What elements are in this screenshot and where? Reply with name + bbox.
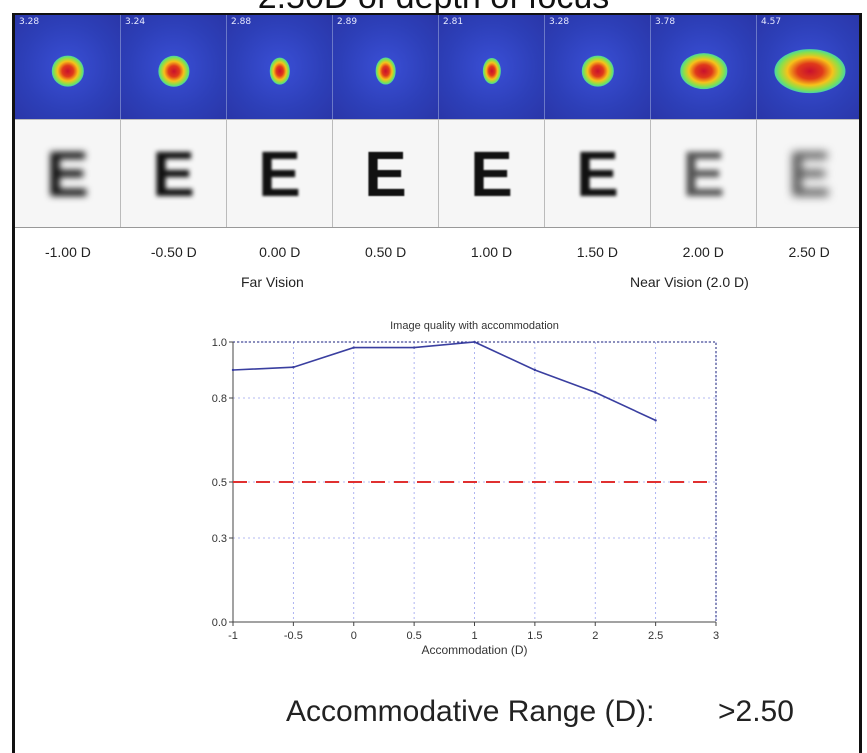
y-tick-label: 0.5 — [212, 477, 227, 489]
y-tick-label: 1.0 — [212, 337, 227, 349]
x-tick-label: 1 — [471, 630, 477, 642]
series-line — [233, 342, 656, 420]
x-tick-label: 0.5 — [406, 630, 421, 642]
data-point — [292, 366, 294, 368]
accommodative-range-value: >2.50 — [718, 695, 794, 729]
x-tick-label: 0 — [351, 630, 357, 642]
y-tick-label: 0.0 — [212, 617, 227, 629]
x-tick-label: -1 — [228, 630, 238, 642]
x-tick-label: 1.5 — [527, 630, 542, 642]
chart-title: Image quality with accommodation — [390, 320, 559, 332]
data-point — [473, 341, 475, 343]
data-point — [654, 419, 656, 421]
data-point — [353, 346, 355, 348]
data-point — [594, 391, 596, 393]
x-tick-label: 2.5 — [648, 630, 663, 642]
y-tick-label: 0.3 — [212, 533, 227, 545]
data-point — [232, 369, 234, 371]
x-tick-label: 2 — [592, 630, 598, 642]
y-tick-label: 0.8 — [212, 393, 227, 405]
accommodative-range-label: Accommodative Range (D): — [286, 695, 654, 729]
data-point — [534, 369, 536, 371]
data-point — [413, 346, 415, 348]
x-axis-title: Accommodation (D) — [421, 643, 527, 657]
x-tick-label: 3 — [713, 630, 719, 642]
x-tick-label: -0.5 — [284, 630, 303, 642]
